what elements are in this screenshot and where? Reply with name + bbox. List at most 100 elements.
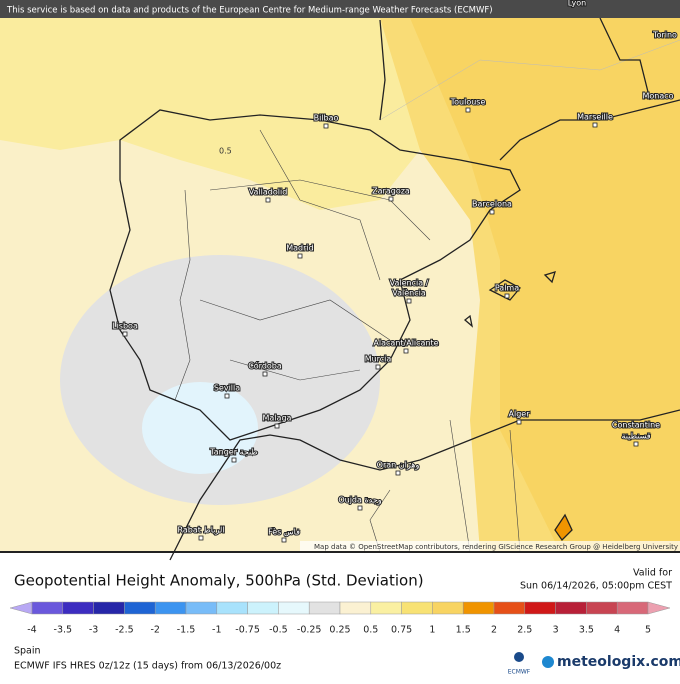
city-marker [122, 331, 128, 337]
colorbar-bin [555, 601, 587, 615]
brand: meteologix.com [557, 654, 680, 670]
colorbar-bin [493, 601, 526, 615]
colorbar-bin [401, 601, 433, 615]
colorbar: -4 -3.5 -3 -2.5 -2 -1.5 -1 -0.75 -0.5 -0.25 0.25 0.… [9, 601, 671, 636]
city-marker [465, 107, 471, 113]
tick-label: 3.5 [579, 625, 594, 636]
attribution: Map data © OpenStreetMap contributors, r… [314, 543, 678, 551]
tick-label: -1 [212, 625, 221, 636]
city-marker [224, 393, 230, 399]
city-label: Monaco [642, 92, 673, 101]
tick-label: 5 [645, 625, 651, 636]
tick-label: -2.5 [115, 625, 134, 636]
legend-title: Geopotential Height Anomaly, 500hPa (Std… [14, 572, 424, 590]
coastline [109, 17, 680, 561]
city-label: Marseille [577, 113, 613, 122]
tick-label: -0.5 [269, 625, 288, 636]
city-marker [323, 123, 329, 129]
city-marker [274, 423, 280, 429]
tick-label: 2.5 [517, 625, 532, 636]
tick-label: 4 [614, 625, 620, 636]
city-label: Malaga [263, 414, 292, 423]
colorbar-bin [616, 601, 649, 615]
ecmwf: ECMWF [508, 669, 531, 676]
colorbar-bin [247, 601, 279, 615]
city-label: Valencia / [390, 279, 429, 288]
city-marker [403, 348, 409, 354]
city-label: Sevilla [214, 384, 240, 393]
city-marker [375, 364, 381, 370]
city-label: Oujda وجدة [338, 496, 381, 505]
city-label: València [392, 288, 426, 298]
banner: This service is based on data and produc… [6, 6, 493, 16]
tick-label: -0.25 [297, 625, 322, 636]
tick-label: -4 [27, 625, 36, 636]
city-label: Fès فاس [268, 527, 300, 537]
city-marker [516, 419, 522, 425]
city-label: Barcelona [472, 200, 512, 209]
colorbar-bin [93, 601, 125, 615]
city-marker [297, 253, 303, 259]
city-label: قسنطينة [621, 432, 650, 441]
banner-bar [0, 0, 680, 18]
colorbar-bin [586, 601, 618, 615]
tick-label: -3 [89, 625, 98, 636]
city-label: Zaragoza [372, 187, 410, 196]
brand-logo [542, 656, 554, 668]
tick-label: -0.75 [235, 625, 260, 636]
city-marker [281, 537, 287, 543]
city-label: Oran وهران [377, 461, 420, 470]
city-marker [262, 371, 268, 377]
colorbar-bin [370, 601, 402, 615]
city-marker [406, 298, 412, 304]
city-marker [265, 197, 271, 203]
colorbar-bin [432, 601, 464, 615]
tick-label: 2 [491, 625, 497, 636]
city-marker [198, 535, 204, 541]
city-label: Toulouse [450, 98, 486, 107]
city-marker [395, 470, 401, 476]
city-marker [357, 505, 363, 511]
city-marker [388, 196, 394, 202]
city-label: Tanger طنجة [209, 448, 258, 457]
colorbar-bin [278, 601, 310, 615]
city-label: Torino [652, 31, 677, 40]
city-label: Madrid [286, 244, 313, 253]
tick-label: 0.5 [363, 625, 378, 636]
colorbar-bin [185, 601, 218, 615]
city-label: Bilbao [314, 114, 339, 123]
colorbar-bin [308, 601, 341, 615]
map [0, 0, 680, 561]
colorbar-bin [154, 601, 187, 615]
colorbar-bin [216, 601, 248, 615]
city-label: Constantine [612, 421, 660, 430]
colorbar-bin [124, 601, 156, 615]
tick-label: 0.25 [329, 625, 350, 636]
city-labels: Lyon Torino Toulouse Monaco Bilbao Marseille V… [111, 0, 678, 543]
region: Spain [14, 646, 41, 657]
model-run: ECMWF IFS HRES 0z/12z (15 days) from 06/… [14, 661, 281, 672]
city-marker [504, 293, 510, 299]
valid-label: Valid for [633, 568, 672, 579]
city-label: Murcia [365, 355, 392, 364]
city-label: Valladolid [249, 188, 288, 197]
tick-label: 1 [429, 625, 435, 636]
city-marker [489, 209, 495, 215]
colorbar-bin [524, 601, 556, 615]
colorbar-bin [62, 601, 94, 615]
city-label: Lisboa [112, 322, 138, 331]
colorbar-bin [31, 601, 64, 615]
city-label: Palma [495, 284, 519, 293]
colorbar-bin [339, 601, 372, 615]
colorbar-bin [462, 601, 495, 615]
city-label: Rabat الرباط [177, 526, 224, 535]
city-label: Alger [509, 410, 531, 419]
city-marker [592, 122, 598, 128]
city-label: Córdoba [248, 361, 282, 371]
contour-label: 0.5 [219, 147, 232, 156]
attribution-bg [300, 541, 680, 552]
borders [174, 129, 521, 553]
tick-label: 3 [553, 625, 559, 636]
